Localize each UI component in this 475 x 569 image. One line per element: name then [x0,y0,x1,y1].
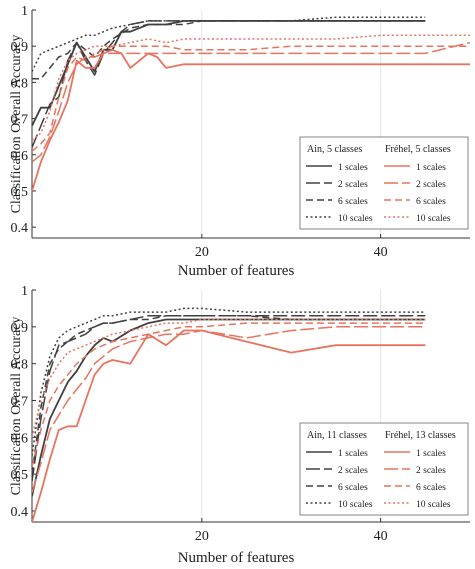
series-line-ain-6-scales [32,315,426,475]
legend-label: 1 scales [416,163,446,173]
legend-label: 10 scales [416,500,451,510]
legend-label: 1 scales [338,163,368,173]
y-axis-label: Classification Overall Accuracy [9,317,24,496]
series-line-frhel-1-scales [32,48,470,192]
legend-title-left: Ain, 11 classes [307,430,367,441]
y-tick-label: 0.8 [11,358,29,373]
series-line-ain-10-scales [32,307,426,456]
y-tick-label: 0.6 [11,431,29,446]
y-tick-label: 0.5 [11,185,29,200]
x-axis-label: Number of features [178,263,295,279]
legend-label: 2 scales [338,180,368,190]
legend-label: 2 scales [338,466,368,476]
series-line-ain-10-scales [32,16,426,72]
legend-label: 6 scales [416,483,446,493]
x-tick-label: 40 [374,529,388,544]
legend-label: 6 scales [338,483,368,493]
chart-panel-bottom: 0.4 0.5 0.6 0.7 0.8 0.9 1 20 40 Number of feature… [9,284,470,566]
legend-label: 1 scales [338,449,368,459]
y-tick-label: 0.9 [11,40,29,55]
y-tick-label: 0.7 [11,113,29,128]
legend-label: 10 scales [416,214,451,224]
series-line-ain-6-scales [32,20,426,80]
legend-label: 2 scales [416,466,446,476]
y-tick-label: 1 [21,4,28,19]
y-tick-label: 0.7 [11,394,29,409]
legend-label: 6 scales [416,197,446,207]
series-line-ain-1-scales [32,318,426,497]
x-tick-label: 20 [195,245,209,260]
y-axis-label: Classification Overall Accuracy [9,35,24,214]
series-line-ain-2-scales [32,20,426,148]
series-line-frhel-2-scales [32,326,426,493]
x-tick-label: 40 [374,245,388,260]
series-line-frhel-10-scales [32,34,470,141]
series-line-frhel-1-scales [32,329,426,522]
y-tick-label: 0.5 [11,468,29,483]
chart-panel-top: 0.4 0.5 0.6 0.7 0.8 0.9 1 20 40 Number of feature… [9,4,470,279]
legend-label: 6 scales [338,197,368,207]
y-tick-label: 1 [21,284,28,299]
legend-title-right: Fréhel, 5 classes [385,144,451,155]
series-line-frhel-6-scales [32,322,426,467]
x-axis-label: Number of features [178,550,295,566]
legend-label: 10 scales [338,500,373,510]
legend-label: 10 scales [338,214,373,224]
series-line-frhel-6-scales [32,45,470,152]
legend-title-left: Ain, 5 classes [307,144,362,155]
legend-label: 1 scales [416,449,446,459]
legend-label: 2 scales [416,180,446,190]
y-tick-label: 0.8 [11,76,29,91]
x-tick-label: 20 [195,529,209,544]
y-tick-label: 0.6 [11,149,29,164]
series-line-frhel-10-scales [32,318,426,438]
series-line-frhel-2-scales [32,41,470,163]
y-tick-label: 0.4 [11,505,29,520]
y-tick-label: 0.4 [11,221,29,236]
y-tick-label: 0.9 [11,321,29,336]
legend-title-right: Fréhel, 13 classes [385,430,456,441]
